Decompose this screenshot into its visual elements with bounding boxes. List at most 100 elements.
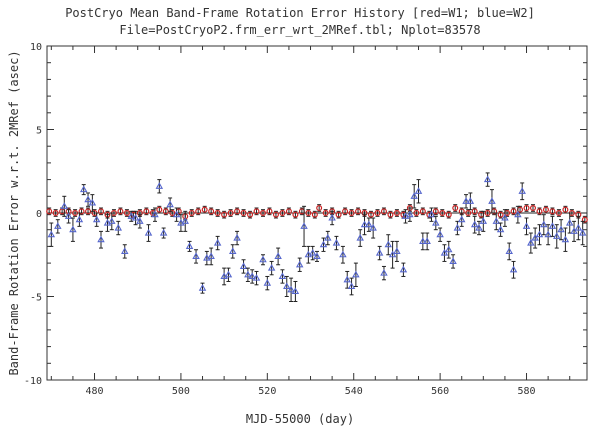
data-point-w1 (380, 208, 387, 215)
data-point-w2 (356, 233, 364, 241)
y-axis-label: Band-Frame Rotation Error w.r.t. 2MRef (… (7, 50, 21, 376)
data-point-w1 (143, 208, 150, 215)
data-point-w2 (172, 210, 181, 218)
data-point-w2 (84, 195, 92, 203)
data-point-w2 (496, 225, 505, 233)
data-point-w2 (244, 270, 252, 278)
data-point-w2 (574, 223, 583, 231)
data-point-w2 (295, 260, 304, 268)
data-point-w2 (252, 274, 261, 281)
data-point-w1 (581, 216, 588, 223)
y-tick-label: -10 (24, 376, 42, 387)
data-point-w1 (523, 204, 530, 211)
chart-subtitle: File=PostCryoP2.frm_err_wrt_2MRef.tbl; N… (119, 23, 481, 37)
data-point-w2 (283, 282, 291, 290)
data-point-w2 (287, 285, 295, 293)
data-point-w1 (322, 210, 329, 217)
data-point-w2 (449, 257, 457, 264)
data-point-w2 (427, 210, 436, 218)
data-point-w2 (553, 232, 561, 239)
data-point-w2 (375, 248, 384, 256)
data-point-w2 (166, 200, 174, 208)
data-point-w2 (136, 217, 144, 224)
data-point-w2 (313, 252, 321, 259)
data-point-w2 (332, 238, 341, 246)
data-point-w2 (267, 263, 276, 271)
data-point-w1 (234, 208, 241, 215)
data-point-w1 (169, 210, 176, 217)
data-point-w1 (117, 208, 124, 215)
data-point-w1 (368, 211, 375, 218)
y-tick-label: 0 (36, 209, 42, 220)
data-point-w2 (557, 225, 565, 233)
data-point-w2 (347, 282, 356, 290)
data-point-w2 (565, 218, 574, 226)
data-point-w2 (64, 212, 73, 219)
data-point-w1 (355, 208, 362, 215)
data-point-w1 (465, 210, 472, 217)
data-point-w2 (79, 185, 88, 193)
data-point-w2 (535, 230, 544, 238)
data-point-w2 (60, 202, 69, 209)
data-point-w1 (292, 211, 299, 218)
data-point-w1 (413, 210, 420, 217)
data-point-w2 (488, 197, 496, 204)
data-point-w1 (439, 210, 446, 217)
data-point-w2 (131, 213, 140, 221)
data-point-w1 (311, 211, 318, 218)
data-point-w2 (92, 215, 101, 223)
data-point-w1 (529, 204, 536, 211)
data-point-w2 (319, 240, 328, 248)
data-point-w2 (540, 220, 548, 228)
data-point-w2 (213, 238, 222, 246)
data-point-w2 (492, 217, 501, 224)
data-point-w2 (548, 222, 557, 229)
data-point-w2 (144, 228, 153, 236)
data-point-w1 (279, 210, 286, 217)
data-point-w1 (260, 210, 267, 217)
data-point-w2 (453, 223, 462, 231)
data-point-w2 (274, 252, 282, 259)
data-point-w1 (221, 211, 228, 218)
data-point-w2 (54, 222, 62, 229)
data-point-w2 (522, 222, 531, 229)
data-point-w2 (248, 272, 256, 280)
data-point-w2 (380, 268, 388, 276)
data-point-w2 (263, 279, 272, 286)
data-point-w1 (452, 204, 459, 211)
data-point-w2 (88, 198, 97, 206)
data-point-w1 (510, 208, 517, 215)
data-point-w1 (374, 210, 381, 217)
data-point-w2 (462, 197, 470, 204)
data-point-w2 (531, 233, 539, 241)
data-point-w1 (305, 210, 312, 217)
x-tick-label: 500 (172, 386, 190, 397)
x-axis-label: MJD-55000 (day) (245, 412, 355, 426)
data-point-w2 (527, 238, 535, 246)
data-point-w1 (201, 206, 208, 213)
data-point-w2 (505, 247, 513, 254)
data-point-w2 (239, 262, 248, 269)
y-tick-label: 10 (30, 42, 42, 53)
data-point-w2 (127, 212, 135, 219)
data-point-w2 (300, 222, 308, 229)
data-point-w1 (253, 208, 260, 215)
data-point-w1 (387, 211, 394, 218)
x-tick-label: 580 (517, 386, 535, 397)
data-point-w2 (121, 247, 129, 254)
data-point-w2 (155, 182, 164, 189)
data-point-w1 (97, 208, 104, 215)
data-point-w2 (419, 237, 427, 244)
data-point-w2 (457, 215, 466, 223)
data-point-w2 (343, 275, 351, 283)
data-point-w2 (384, 240, 393, 248)
data-point-w1 (266, 208, 273, 215)
x-tick-label: 560 (431, 386, 449, 397)
data-point-w1 (52, 210, 59, 217)
data-point-w2 (388, 250, 397, 258)
data-point-w2 (561, 235, 570, 243)
data-point-w1 (188, 210, 195, 217)
data-point-w2 (479, 217, 488, 224)
data-point-w1 (536, 208, 543, 215)
data-point-w2 (75, 215, 84, 223)
